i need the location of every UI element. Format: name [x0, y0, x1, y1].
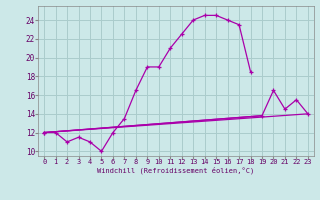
X-axis label: Windchill (Refroidissement éolien,°C): Windchill (Refroidissement éolien,°C): [97, 167, 255, 174]
